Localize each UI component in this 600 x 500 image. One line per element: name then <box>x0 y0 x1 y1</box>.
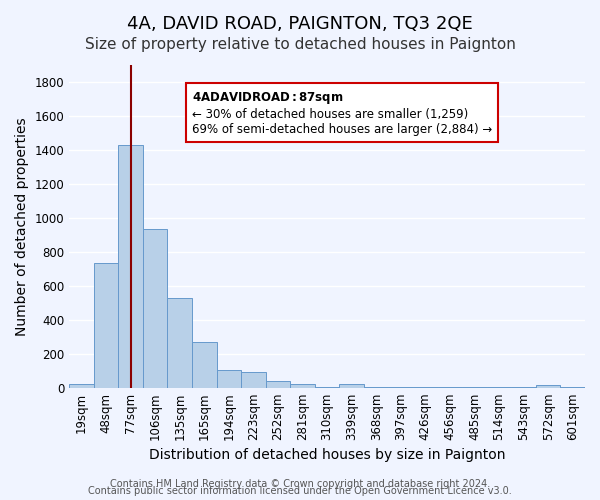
Bar <box>315 387 340 388</box>
Bar <box>241 372 266 388</box>
Bar <box>290 384 315 388</box>
Bar <box>511 387 536 388</box>
Bar <box>560 387 585 388</box>
Y-axis label: Number of detached properties: Number of detached properties <box>15 117 29 336</box>
Text: 4A, DAVID ROAD, PAIGNTON, TQ3 2QE: 4A, DAVID ROAD, PAIGNTON, TQ3 2QE <box>127 15 473 33</box>
Bar <box>69 384 94 388</box>
Bar <box>266 380 290 388</box>
Bar <box>118 145 143 388</box>
Bar <box>143 229 167 388</box>
Bar <box>192 342 217 388</box>
Bar <box>413 387 437 388</box>
Bar <box>340 384 364 388</box>
Text: Size of property relative to detached houses in Paignton: Size of property relative to detached ho… <box>85 38 515 52</box>
Bar <box>94 263 118 388</box>
X-axis label: Distribution of detached houses by size in Paignton: Distribution of detached houses by size … <box>149 448 505 462</box>
Text: Contains HM Land Registry data © Crown copyright and database right 2024.: Contains HM Land Registry data © Crown c… <box>110 479 490 489</box>
Text: Contains public sector information licensed under the Open Government Licence v3: Contains public sector information licen… <box>88 486 512 496</box>
Text: $\bf{4A DAVID ROAD: 87sqm}$
← 30% of detached houses are smaller (1,259)
69% of : $\bf{4A DAVID ROAD: 87sqm}$ ← 30% of det… <box>192 90 492 136</box>
Bar <box>217 370 241 388</box>
Bar <box>536 385 560 388</box>
Bar <box>388 387 413 388</box>
Bar <box>437 387 462 388</box>
Bar <box>462 387 487 388</box>
Bar <box>167 298 192 388</box>
Bar <box>364 387 388 388</box>
Bar <box>487 387 511 388</box>
